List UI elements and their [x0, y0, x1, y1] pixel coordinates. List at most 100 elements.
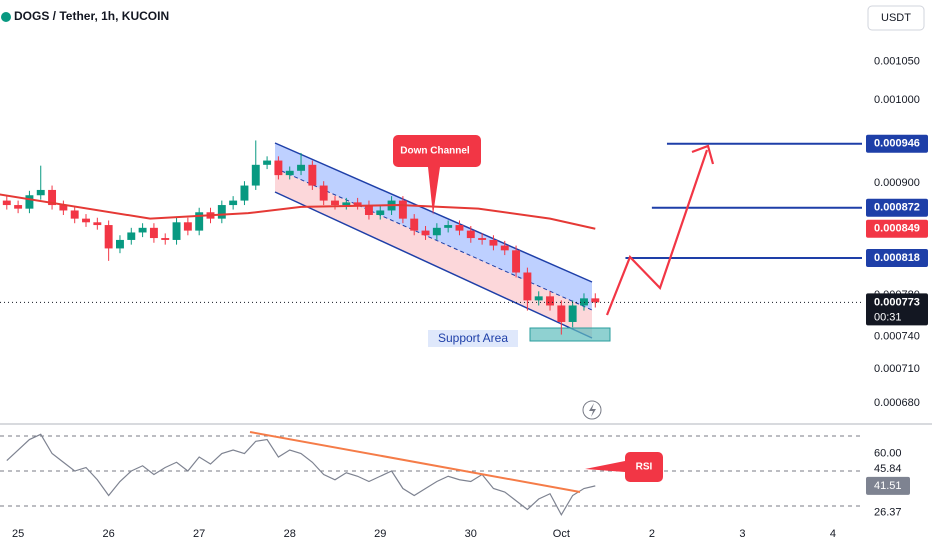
candle-body [489, 239, 498, 246]
candle-body [82, 218, 90, 223]
x-tick-label: 28 [284, 528, 296, 540]
x-tick-label: 2 [649, 528, 655, 540]
rsi-tag-label: 41.51 [874, 480, 902, 492]
candle-body [240, 185, 249, 201]
candle-body [25, 195, 34, 209]
rsi-tick-label: 60.00 [874, 447, 902, 459]
candle-body [172, 222, 181, 240]
candle-body [36, 189, 45, 196]
candle-body [398, 200, 407, 219]
candle-body [14, 205, 23, 209]
candle-body [353, 202, 362, 206]
y-tick-label: 0.000900 [874, 177, 920, 189]
axes: 25 26 27 28 29 30 Oct 2 3 4 0.001050 0.001000 0.0009… [12, 56, 928, 540]
support-label: Support Area [438, 331, 508, 345]
rsi-tick-label: 26.37 [874, 506, 902, 518]
candles [2, 140, 600, 335]
price-tag-label: 0.000818 [874, 252, 920, 264]
x-tick-label: 3 [739, 528, 745, 540]
last-price-label: 0.000773 [874, 296, 920, 308]
price-tag [866, 198, 928, 217]
y-tick-label: 0.001000 [874, 94, 920, 106]
icon-bolt [589, 403, 596, 417]
rsi-pane [0, 433, 862, 516]
candle-body [342, 202, 351, 206]
currency-box[interactable] [867, 5, 925, 31]
x-tick-label: 26 [103, 528, 115, 540]
candle-body [410, 218, 419, 231]
candle-body [59, 205, 68, 211]
channel-top [274, 142, 593, 283]
x-tick-label: 25 [12, 528, 24, 540]
rsi-tag [866, 476, 910, 495]
arrow-head [691, 144, 715, 165]
candle-body [183, 222, 192, 231]
candle-body [376, 210, 385, 215]
candle-body [229, 200, 238, 206]
countdown: 00:31 [874, 311, 902, 323]
candle-body [580, 298, 588, 306]
candle-body [2, 200, 11, 206]
currency: USDT [881, 12, 911, 24]
price-tag-label: 0.000872 [874, 202, 920, 214]
y-tick-label: 0.000740 [874, 331, 920, 343]
channel-mid [274, 167, 593, 311]
candle-body [93, 222, 102, 226]
candle-body [138, 227, 147, 233]
candle-body [557, 305, 566, 322]
status-dot [1, 12, 11, 22]
projection-arrow [605, 149, 709, 316]
chart-title: DOGS / Tether, 1h, KUCOIN [14, 9, 169, 23]
candle-body [195, 212, 204, 231]
rsi-ma-label: 45.84 [874, 463, 902, 475]
overlay [0, 142, 862, 303]
candle-body [591, 298, 600, 303]
candle-body [523, 272, 532, 301]
candle-body [319, 185, 328, 201]
candle-body [331, 200, 339, 206]
candle-body [127, 232, 136, 240]
candle-body [285, 170, 294, 176]
ma-tag [866, 219, 928, 238]
channel-lower-fill [275, 168, 592, 338]
candle-body [308, 164, 317, 186]
candle-body [48, 189, 57, 206]
price-tag [866, 134, 928, 153]
x-tick-label: 30 [465, 528, 477, 540]
candle-body [149, 227, 158, 239]
callout-rsi [585, 452, 663, 482]
y-tick-label: 0.000680 [874, 397, 920, 409]
callout-down-channel [393, 135, 481, 215]
ma-tag-label: 0.000849 [874, 223, 920, 235]
candle-body [274, 160, 283, 176]
candle-body [478, 238, 487, 240]
rsi-line [6, 433, 596, 516]
candle-body [161, 238, 170, 240]
callout-text: RSI [636, 462, 653, 473]
candle-body [455, 225, 464, 231]
y-tick-label: 0.000710 [874, 363, 920, 375]
callout-text: Down Channel [400, 146, 470, 157]
candle-body [568, 305, 577, 322]
candle-body [466, 230, 475, 239]
candle-body [546, 296, 554, 306]
candle-body [297, 164, 306, 171]
moving-average [0, 193, 596, 230]
x-tick-label: 4 [830, 528, 836, 540]
x-tick-label: 29 [374, 528, 386, 540]
support-box [529, 327, 611, 342]
candle-body [534, 296, 543, 301]
candle-body [421, 230, 430, 236]
candle-body [263, 160, 272, 165]
candle-body [70, 210, 79, 219]
price-tag [866, 248, 928, 267]
candle-body [500, 245, 509, 251]
candle-body [364, 205, 373, 215]
rsi-trendline [249, 431, 581, 493]
candle-body [432, 227, 441, 236]
y-tick-label: 0.001050 [874, 56, 920, 68]
candle-body [104, 225, 113, 249]
support-label-bg [428, 330, 518, 347]
